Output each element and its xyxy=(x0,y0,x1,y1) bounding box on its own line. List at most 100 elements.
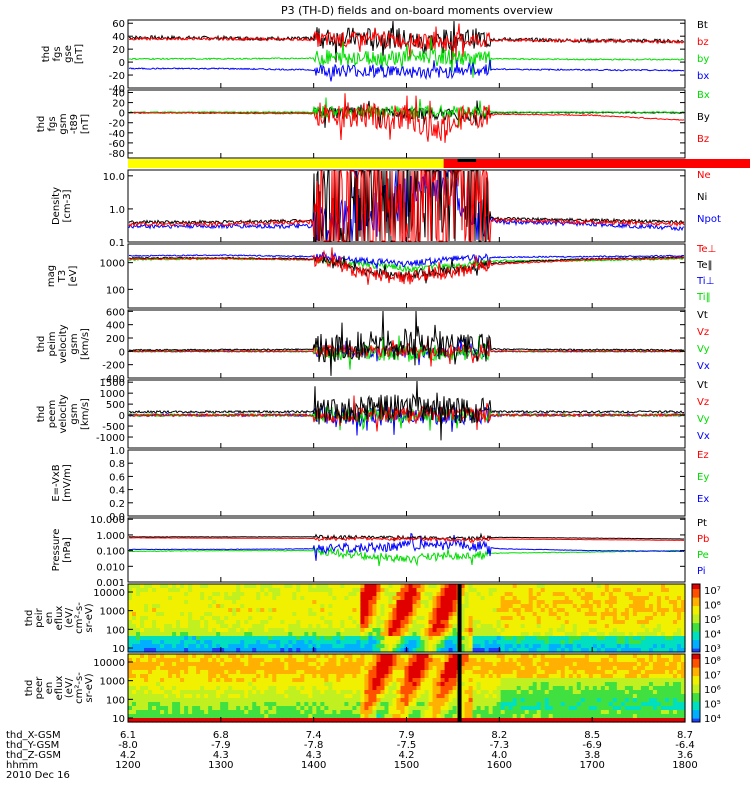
spectrogram-cell xyxy=(440,678,446,683)
spectrogram-cell xyxy=(264,624,269,629)
spectrogram-cell xyxy=(260,686,265,691)
spectrogram-cell xyxy=(280,620,285,625)
spectrogram-cell xyxy=(284,702,289,707)
spectrogram-cell xyxy=(152,592,157,597)
spectrogram-cell xyxy=(244,654,249,659)
spectrogram-cell xyxy=(160,632,165,637)
spectrogram-cell xyxy=(340,678,345,683)
spectrogram-cell xyxy=(476,600,482,605)
spectrogram-cell xyxy=(336,658,341,663)
spectrogram-cell xyxy=(448,654,454,659)
spectrogram-cell xyxy=(352,584,358,589)
spectrogram-cell xyxy=(504,628,510,633)
spectrogram-cell xyxy=(436,644,442,649)
spectrogram-cell xyxy=(556,628,562,633)
spectrogram-cell xyxy=(508,644,514,649)
spectrogram-cell xyxy=(628,612,634,617)
spectrogram-cell xyxy=(244,620,249,625)
spectrogram-cell xyxy=(680,718,686,723)
spectrogram-cell xyxy=(392,628,398,633)
spectrogram-cell xyxy=(416,628,422,633)
spectrogram-cell xyxy=(296,616,301,621)
spectrogram-cell xyxy=(380,624,386,629)
spectrogram-cell xyxy=(564,658,570,663)
spectrogram-cell xyxy=(628,644,634,649)
spectrogram-cell xyxy=(260,682,265,687)
spectrogram-cell xyxy=(376,604,382,609)
spectrogram-cell xyxy=(576,674,582,679)
spectrogram-cell xyxy=(512,616,518,621)
spectrogram-cell xyxy=(372,596,378,601)
spectrogram-cell xyxy=(588,604,594,609)
spectrogram-cell xyxy=(244,640,249,645)
spectrogram-cell xyxy=(512,690,518,695)
spectrogram-cell xyxy=(284,584,289,589)
spectrogram-cell xyxy=(252,670,257,675)
spectrogram-cell xyxy=(184,654,189,659)
spectrogram-cell xyxy=(620,588,626,593)
spectrogram-cell xyxy=(476,714,482,719)
spectrogram-cell xyxy=(504,616,510,621)
spectrogram-cell xyxy=(500,640,506,645)
spectrogram-cell xyxy=(416,644,422,649)
spectrogram-cell xyxy=(608,632,614,637)
spectrogram-cell xyxy=(332,670,337,675)
spectrogram-cell xyxy=(420,694,426,699)
spectrogram-cell xyxy=(316,654,321,659)
spectrogram-cell xyxy=(212,624,217,629)
spectrogram-cell xyxy=(448,702,454,707)
spectrogram-cell xyxy=(520,628,526,633)
spectrogram-cell xyxy=(472,628,478,633)
spectrogram-cell xyxy=(232,714,237,719)
spectrogram-cell xyxy=(292,718,297,723)
spectrogram-cell xyxy=(676,636,682,641)
spectrogram-cell xyxy=(468,658,474,663)
spectrogram-cell xyxy=(324,694,329,699)
spectrogram-cell xyxy=(280,718,285,723)
spectrogram-cell xyxy=(580,666,586,671)
spectrogram-cell xyxy=(676,670,682,675)
spectrogram-cell xyxy=(680,648,686,653)
spectrogram-cell xyxy=(500,624,506,629)
spectrogram-cell xyxy=(496,682,502,687)
spectrogram-cell xyxy=(496,644,502,649)
spectrogram-cell xyxy=(252,666,257,671)
spectrogram-cell xyxy=(332,608,337,613)
spectrogram-cell xyxy=(308,648,313,653)
spectrogram-cell xyxy=(528,584,534,589)
spectrogram-cell xyxy=(368,624,374,629)
spectrogram-cell xyxy=(408,592,414,597)
spectrogram-cell xyxy=(680,640,686,645)
spectrogram-cell xyxy=(272,674,277,679)
spectrogram-cell xyxy=(340,640,345,645)
spectrogram-cell xyxy=(172,620,177,625)
spectrogram-cell xyxy=(640,588,646,593)
spectrogram-cell xyxy=(656,640,662,645)
spectrogram-cell xyxy=(276,592,281,597)
spectrogram-cell xyxy=(396,702,402,707)
colorbar-cell xyxy=(692,655,700,658)
spectrogram-cell xyxy=(316,674,321,679)
spectrogram-cell xyxy=(312,718,317,723)
spectrogram-cell xyxy=(660,702,666,707)
spectrogram-cell xyxy=(240,624,245,629)
spectrogram-cell xyxy=(288,666,293,671)
spectrogram-cell xyxy=(512,698,518,703)
spectrogram-cell xyxy=(284,640,289,645)
spectrogram-cell xyxy=(660,596,666,601)
spectrogram-cell xyxy=(412,702,418,707)
spectrogram-cell xyxy=(328,718,333,723)
spectrogram-cell xyxy=(624,674,630,679)
spectrogram-cell xyxy=(272,636,277,641)
spectrogram-cell xyxy=(344,616,349,621)
spectrogram-cell xyxy=(552,690,558,695)
spectrogram-cell xyxy=(492,666,498,671)
spectrogram-cell xyxy=(656,718,662,723)
spectrogram-cell xyxy=(232,694,237,699)
spectrogram-cell xyxy=(268,620,273,625)
spectrogram-cell xyxy=(408,636,414,641)
spectrogram-cell xyxy=(508,718,514,723)
spectrogram-cell xyxy=(396,588,402,593)
spectrogram-cell xyxy=(488,588,494,593)
spectrogram-cell xyxy=(564,698,570,703)
